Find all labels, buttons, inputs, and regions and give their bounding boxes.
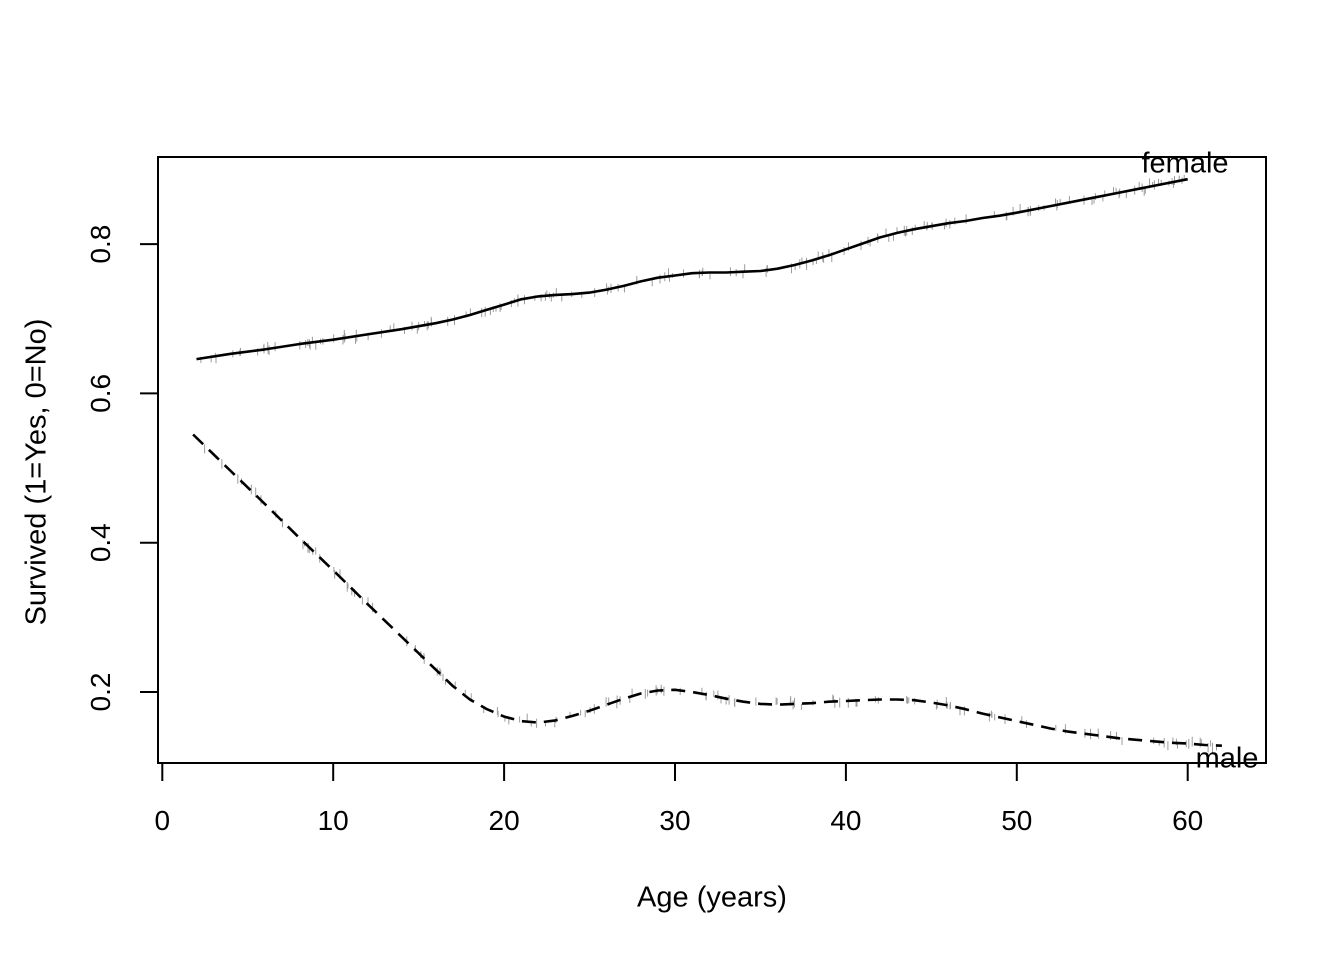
- x-axis-title: Age (years): [637, 881, 787, 914]
- x-tick-label: 40: [830, 805, 861, 836]
- y-tick-label: 0.2: [85, 673, 116, 712]
- series-label-female: female: [1141, 147, 1229, 180]
- y-tick-label: 0.8: [85, 225, 116, 264]
- x-tick-label: 10: [318, 805, 349, 836]
- male-rug: [204, 444, 1217, 753]
- male-line: [192, 433, 1222, 747]
- series-label-male: male: [1195, 742, 1259, 775]
- female-line: [196, 177, 1188, 361]
- y-axis-title: Survived (1=Yes, 0=No): [20, 318, 53, 626]
- y-tick-label: 0.4: [85, 523, 116, 562]
- x-tick-label: 0: [155, 805, 171, 836]
- x-tick-label: 30: [659, 805, 690, 836]
- plot-box: [157, 156, 1267, 764]
- y-tick-label: 0.6: [85, 374, 116, 413]
- x-tick-label: 20: [489, 805, 520, 836]
- female-rug: [200, 174, 1185, 364]
- x-tick-label: 60: [1172, 805, 1203, 836]
- x-tick-label: 50: [1001, 805, 1032, 836]
